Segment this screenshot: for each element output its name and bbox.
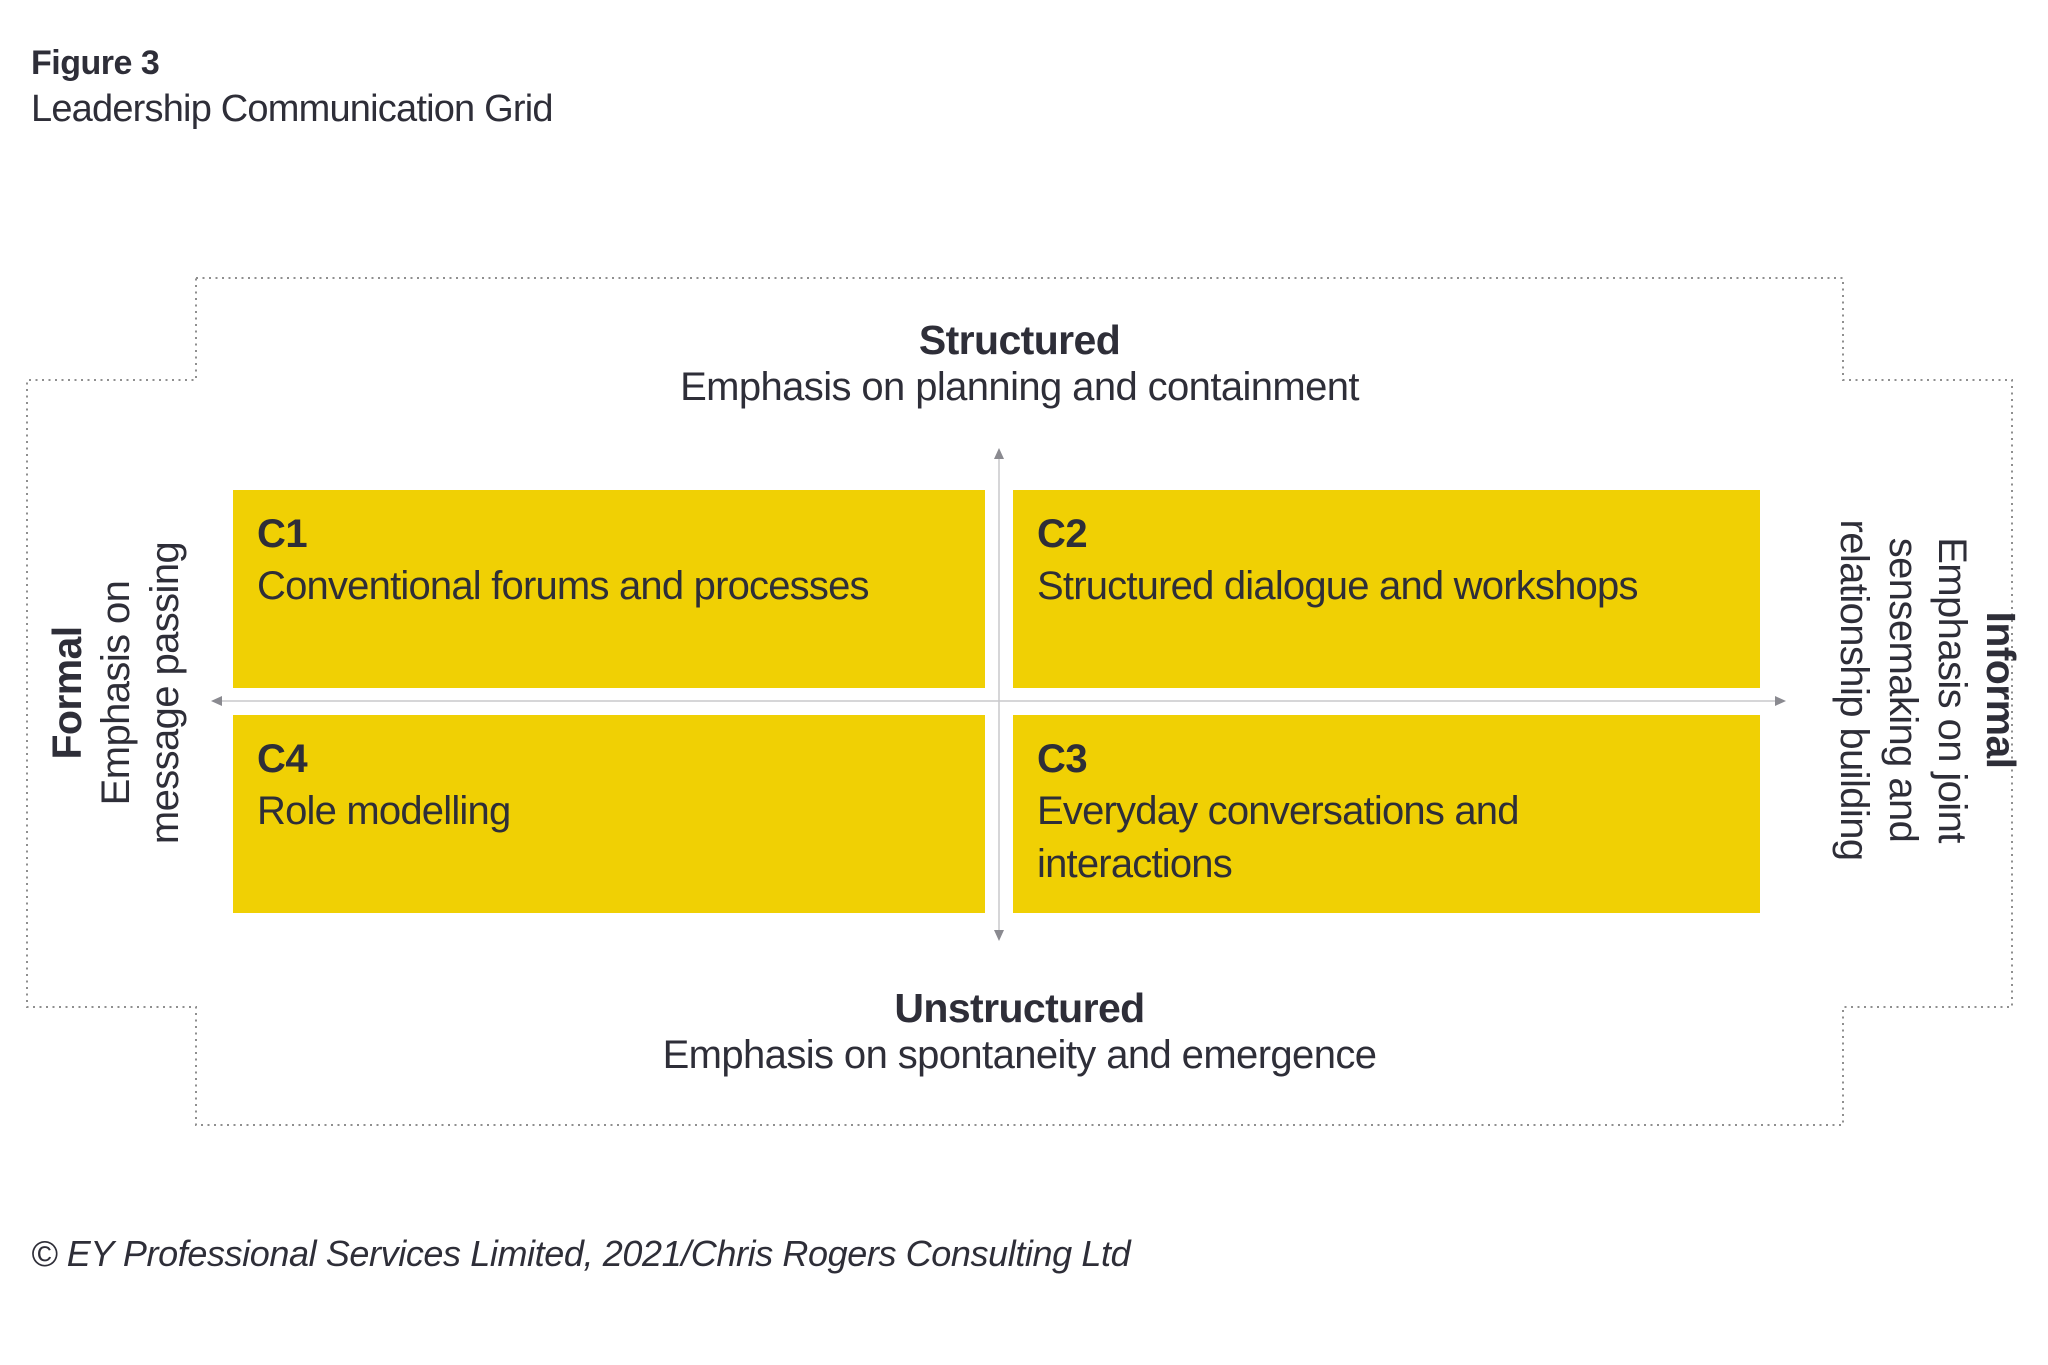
quadrant-c3-code: C3 [1037, 737, 1088, 781]
horizontal-axis-arrow-right-icon [1775, 696, 1786, 706]
figure-title: Leadership Communication Grid [31, 88, 554, 130]
quadrant-c2-code: C2 [1037, 512, 1088, 556]
axis-bottom-title: Unstructured [894, 985, 1145, 1031]
figure-number: Figure 3 [31, 44, 160, 82]
vertical-axis-arrow-up-icon [994, 448, 1004, 459]
axis-left-subtitle-line: message passing [143, 541, 188, 845]
quadrant-c4-label: Role modelling [257, 789, 511, 833]
quadrant-c2: C2 Structured dialogue and workshops [1013, 490, 1760, 688]
quadrant-c1-label: Conventional forums and processes [257, 564, 870, 608]
quadrant-c3: C3 Everyday conversations and interactio… [1013, 715, 1760, 913]
copyright-credit: © EY Professional Services Limited, 2021… [31, 1233, 1131, 1274]
dotted-cross-border [26, 277, 2013, 1126]
horizontal-axis-arrow-left-icon [211, 696, 222, 706]
axis-right-informal: Informal Emphasis on joint sensemaking a… [1830, 520, 2026, 861]
axis-left-title: Formal [44, 626, 91, 760]
quadrant-c3-label: Everyday conversations and interactions [1037, 789, 1520, 886]
axis-bottom-unstructured: Unstructured Emphasis on spontaneity and… [196, 984, 1843, 1080]
quadrant-c2-label: Structured dialogue and workshops [1037, 564, 1638, 608]
axis-left-formal: Formal Emphasis on message passing [42, 542, 190, 844]
quadrant-c4: C4 Role modelling [233, 715, 985, 913]
quadrant-c1: C1 Conventional forums and processes [233, 490, 985, 688]
quadrant-c1-code: C1 [257, 512, 308, 556]
axis-bottom-subtitle: Emphasis on spontaneity and emergence [662, 1033, 1377, 1078]
axis-right-title: Informal [1978, 611, 2025, 769]
axis-right-subtitle-line: Emphasis on joint [1930, 537, 1975, 843]
quadrant-c4-code: C4 [257, 737, 308, 781]
axis-top-title: Structured [918, 317, 1121, 363]
axis-top-subtitle: Emphasis on planning and containment [680, 365, 1359, 410]
axis-top-structured: Structured Emphasis on planning and cont… [196, 316, 1843, 412]
axis-right-subtitle-line: relationship building [1832, 519, 1877, 861]
vertical-axis-arrow-down-icon [994, 930, 1004, 941]
axis-right-subtitle-line: sensemaking and [1881, 537, 1926, 843]
axis-left-subtitle-line: Emphasis on [94, 580, 139, 806]
